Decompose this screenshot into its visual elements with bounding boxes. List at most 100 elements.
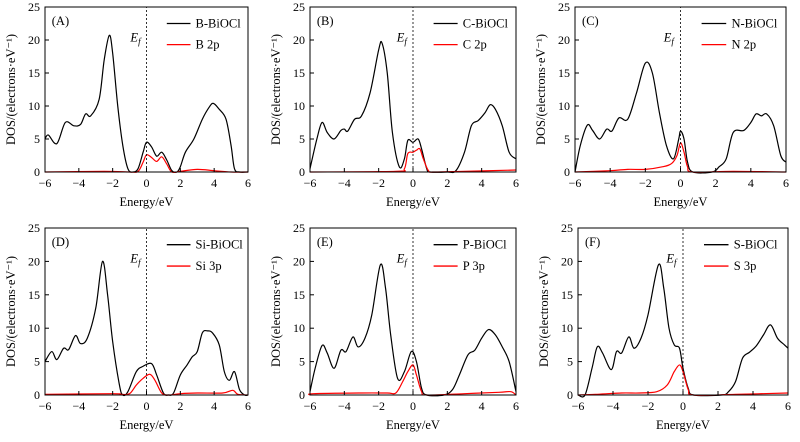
x-tick-label: 6 (783, 176, 789, 190)
x-tick-label: 6 (245, 176, 251, 190)
total-dos-line (44, 260, 249, 397)
x-tick-label: −6 (39, 176, 52, 190)
panel-d: −6 −4 −2 0 2 4 6 0 5 10 15 20 25 Energy/eV DOS/(electr… (4, 221, 251, 432)
x-tick-label: −2 (639, 176, 652, 190)
legend-label: S-BiOCl (734, 238, 778, 252)
y-tick-label: 15 (561, 288, 573, 302)
y-axis-label: DOS/(electrons·eV⁻¹) (269, 256, 283, 367)
fermi-label-main: E (396, 30, 405, 44)
y-tick-label: 0 (564, 165, 570, 179)
y-tick-label: 5 (299, 355, 305, 369)
y-tick-label: 25 (561, 221, 573, 235)
panel-label: (C) (582, 14, 599, 28)
legend-label: C-BiOCl (463, 17, 509, 31)
x-tick-label: 2 (177, 399, 183, 413)
x-tick-label: 6 (513, 399, 519, 413)
y-tick-label: 10 (561, 321, 573, 335)
y-tick-label: 20 (28, 254, 40, 268)
y-tick-label: 5 (34, 132, 40, 146)
y-tick-label: 0 (34, 388, 40, 402)
legend-label: Si 3p (196, 259, 222, 273)
y-tick-label: 10 (293, 99, 305, 113)
x-axis-label: Energy/eV (386, 418, 440, 432)
x-tick-label: −4 (338, 399, 351, 413)
y-tick-label: 10 (28, 99, 40, 113)
x-tick-label: −6 (39, 399, 52, 413)
y-tick-label: 15 (293, 288, 305, 302)
fermi-label-main: E (129, 252, 138, 266)
panel-label: (B) (317, 14, 334, 28)
y-tick-label: 20 (293, 33, 305, 47)
x-tick-label: 4 (211, 176, 217, 190)
x-tick-label: 6 (785, 399, 791, 413)
y-tick-label: 20 (561, 254, 573, 268)
x-tick-label: 0 (678, 176, 684, 190)
y-tick-label: 5 (34, 355, 40, 369)
x-axis-label: Energy/eV (654, 195, 708, 209)
x-tick-label: 0 (410, 399, 416, 413)
x-axis-label: Energy/eV (120, 195, 174, 209)
panel-f: −6 −4 −2 0 2 4 6 0 5 10 15 20 25 Energy/eV DOS/(electr… (537, 221, 791, 432)
fermi-level-label: Ef (663, 30, 676, 46)
y-tick-label: 0 (299, 165, 305, 179)
fermi-label-sub: f (671, 36, 675, 46)
x-tick-label: 6 (245, 399, 251, 413)
legend-label: N 2p (731, 38, 756, 52)
x-tick-label: −6 (572, 399, 585, 413)
y-tick-label: 15 (558, 66, 570, 80)
x-tick-label: −4 (607, 399, 620, 413)
fermi-level-label: Ef (129, 30, 142, 46)
panel-label: (A) (52, 14, 69, 28)
fermi-label-main: E (665, 252, 674, 266)
panel-label: (D) (52, 235, 69, 249)
fermi-level-label: Ef (396, 30, 409, 46)
y-tick-label: 25 (28, 0, 40, 14)
fermi-label-sub: f (404, 36, 408, 46)
x-tick-label: −2 (372, 399, 385, 413)
legend-label: B-BiOCl (196, 17, 242, 31)
y-tick-label: 25 (558, 0, 570, 14)
x-tick-label: 4 (211, 399, 217, 413)
x-tick-label: 2 (177, 176, 183, 190)
legend-label: C 2p (463, 38, 487, 52)
legend-label: S 3p (734, 259, 757, 273)
y-tick-label: 5 (564, 132, 570, 146)
x-tick-label: 2 (715, 399, 721, 413)
x-tick-label: 0 (144, 399, 150, 413)
legend-label: B 2p (196, 38, 220, 52)
y-tick-label: 15 (28, 66, 40, 80)
y-tick-label: 25 (293, 0, 305, 14)
fermi-label-sub: f (138, 36, 142, 46)
x-tick-label: 6 (513, 176, 519, 190)
x-tick-label: 4 (750, 399, 756, 413)
panel-label: (E) (317, 235, 333, 249)
legend-label: P 3p (463, 259, 485, 273)
fermi-level-label: Ef (396, 252, 409, 268)
fermi-label-sub: f (404, 258, 408, 268)
x-tick-label: −6 (304, 399, 317, 413)
total-dos-line (574, 61, 787, 174)
y-tick-label: 20 (293, 254, 305, 268)
panel-a: −6 −4 −2 0 2 4 6 0 5 10 15 20 25 Energy/eV DOS/(electr… (4, 0, 251, 209)
panel-c: −6 −4 −2 0 2 4 6 0 5 10 15 20 25 Energy/eV DOS/(electr… (534, 0, 789, 209)
total-dos-line (309, 40, 517, 174)
x-tick-label: −2 (642, 399, 655, 413)
y-tick-label: 10 (293, 321, 305, 335)
y-tick-label: 15 (28, 288, 40, 302)
x-tick-label: −4 (338, 176, 351, 190)
fermi-label-sub: f (138, 258, 142, 268)
x-tick-label: 2 (713, 176, 719, 190)
x-tick-label: 4 (479, 176, 485, 190)
fermi-label-main: E (129, 30, 138, 44)
fermi-label-sub: f (674, 258, 678, 268)
y-tick-label: 0 (34, 165, 40, 179)
x-tick-label: −4 (72, 399, 85, 413)
y-tick-label: 20 (28, 33, 40, 47)
y-tick-label: 0 (567, 388, 573, 402)
total-dos-line (309, 263, 517, 397)
x-tick-label: 4 (479, 399, 485, 413)
x-tick-label: 0 (680, 399, 686, 413)
y-axis-label: DOS/(electrons·eV⁻¹) (269, 34, 283, 145)
x-tick-label: −2 (372, 176, 385, 190)
y-axis-label: DOS/(electrons·eV⁻¹) (4, 34, 18, 145)
